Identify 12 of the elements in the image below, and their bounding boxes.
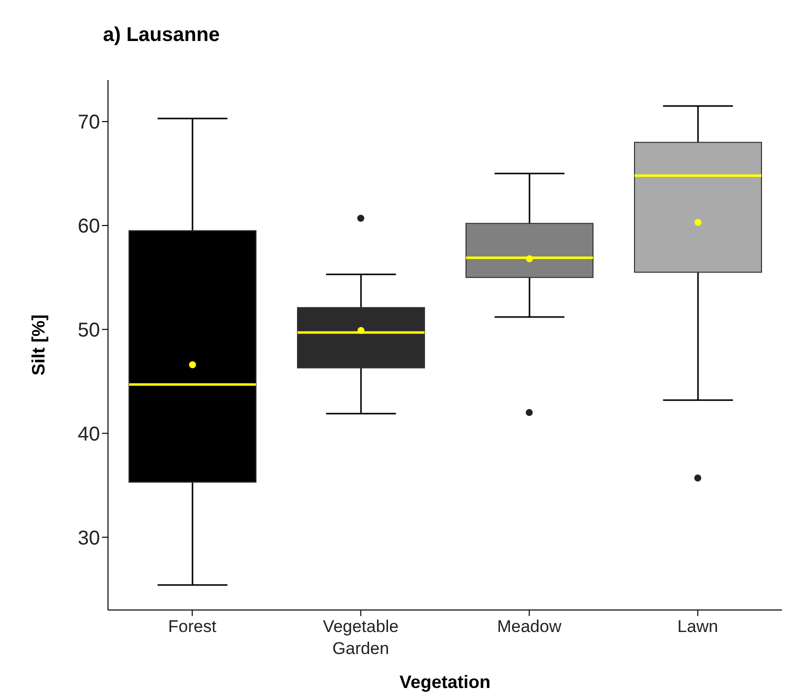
y-tick-label: 30 [78,527,100,550]
x-tick-label: Lawn [677,617,718,636]
x-tick-label: Forest [168,617,217,636]
y-tick-label: 70 [78,112,100,134]
y-tick-label: 60 [78,216,100,238]
y-tick-label: 40 [78,423,100,446]
x-tick-label: Meadow [497,617,562,636]
chart-title: a) Lausanne [102,23,221,48]
y-tick-label: 50 [78,320,100,342]
x-axis-title: Vegetation [399,672,491,692]
x-tick-label: Vegetable Garden [322,617,399,658]
y-axis-title: Silt [%] [28,314,48,376]
